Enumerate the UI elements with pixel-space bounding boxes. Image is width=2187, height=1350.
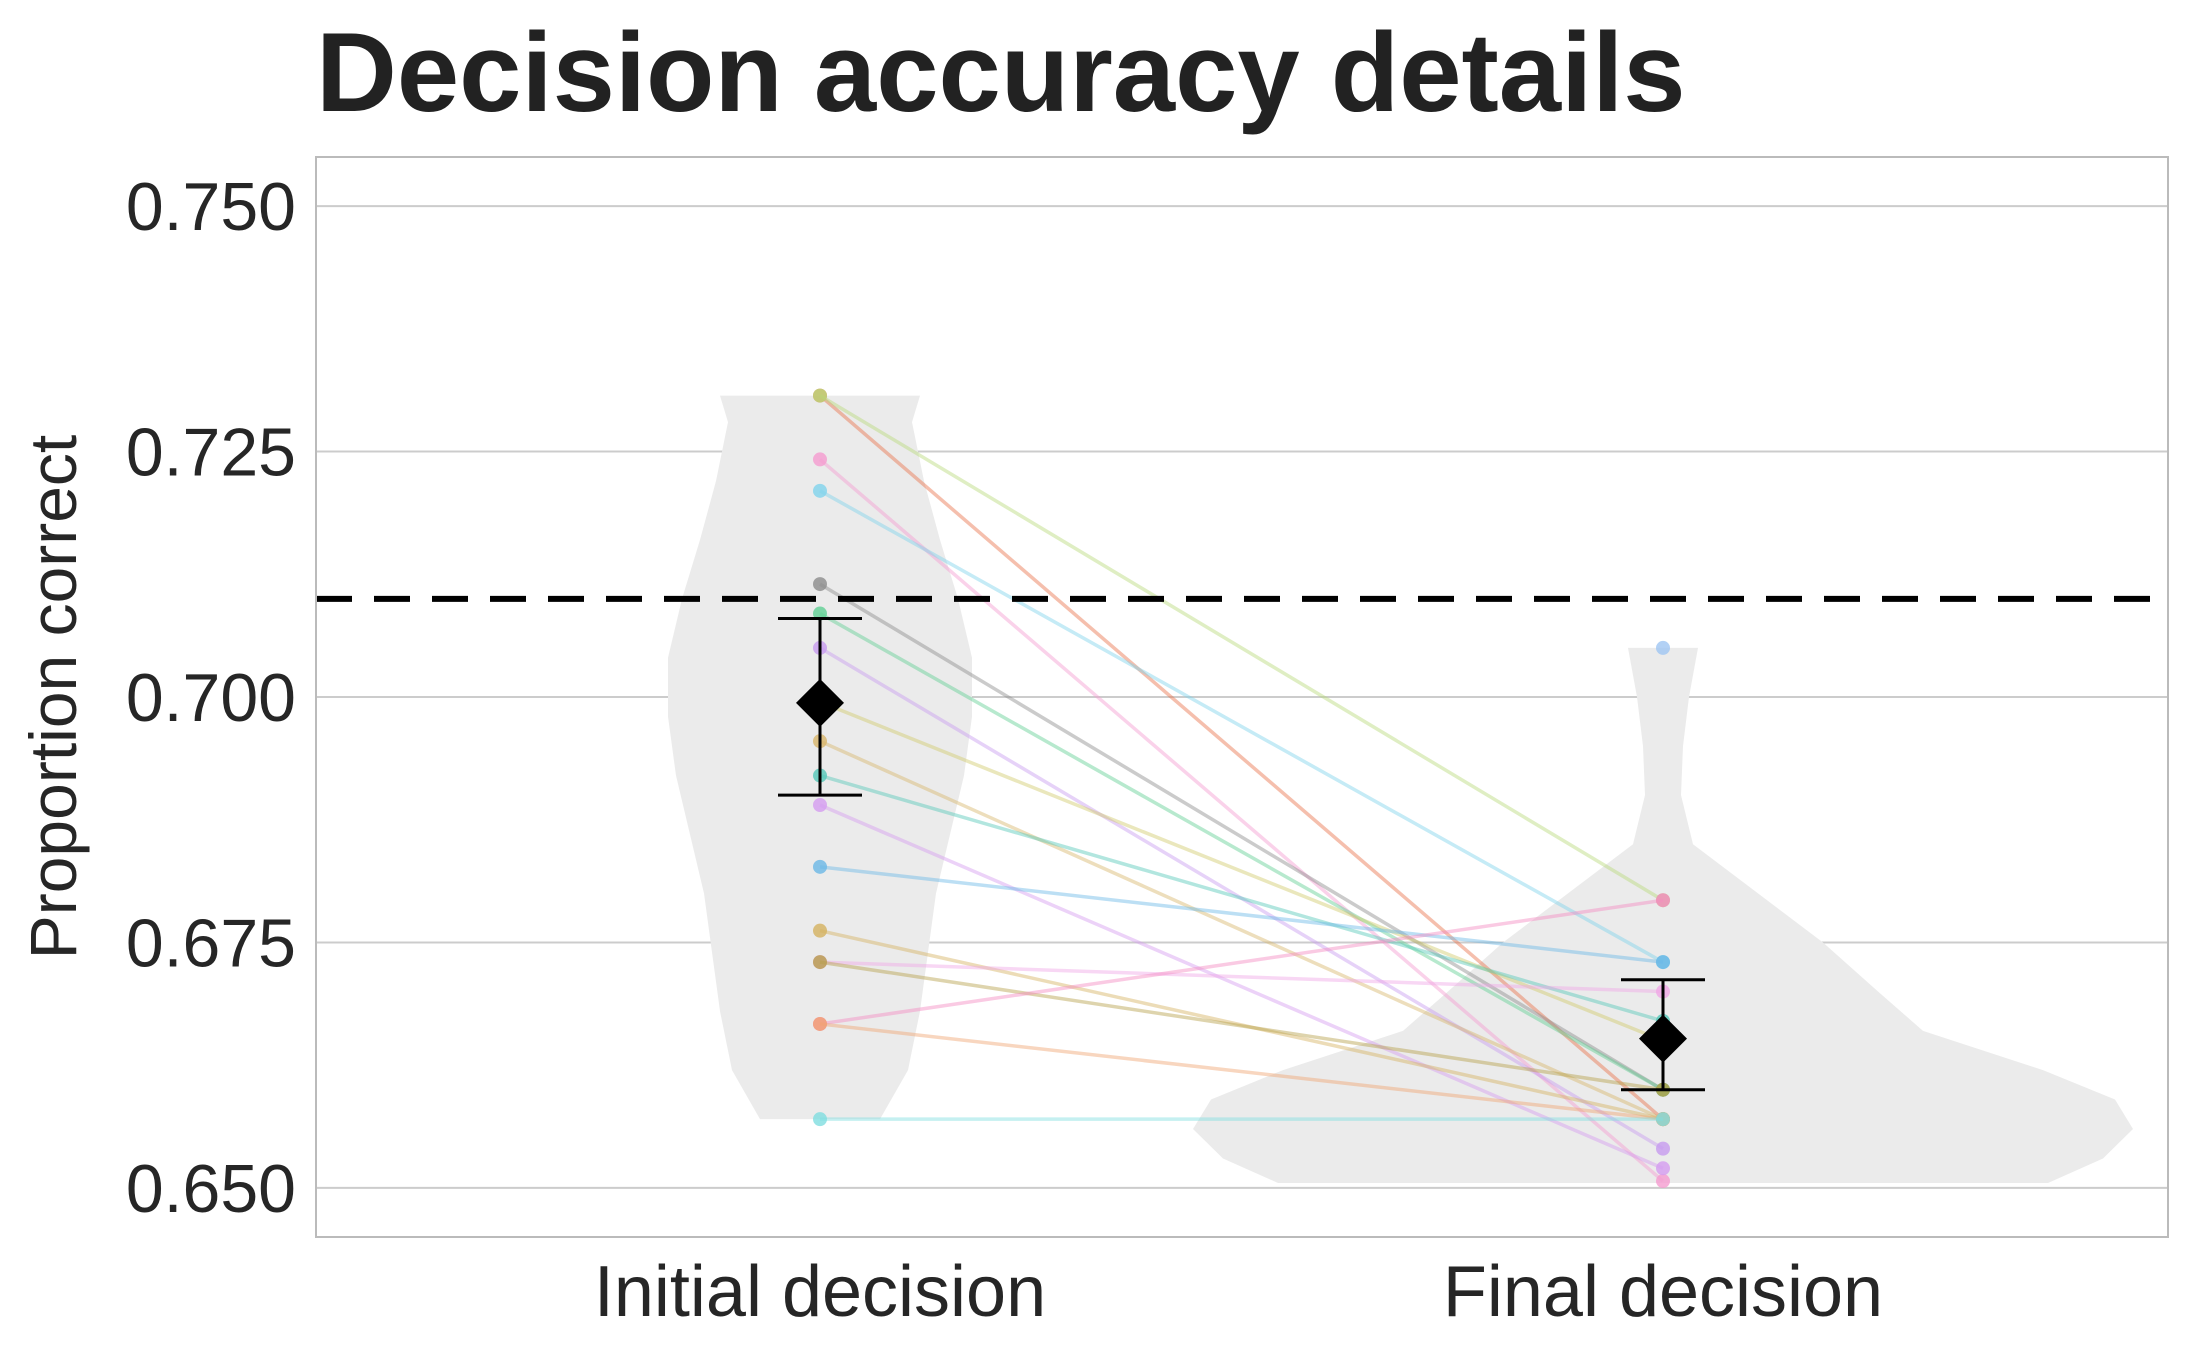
initial-point (813, 483, 827, 498)
participant-line (819, 739, 1664, 1121)
violin-final (1193, 647, 2133, 1183)
y-tick-label: 0.725 (126, 415, 296, 491)
participant-line (819, 700, 1664, 1043)
grid-layer (316, 205, 2168, 1189)
final-point (1656, 1161, 1670, 1176)
plot-frame-layer (315, 156, 2169, 1238)
initial-point (813, 388, 827, 403)
y-tick-label: 0.700 (126, 660, 296, 736)
participant-line (819, 928, 1664, 1121)
participant-line (819, 646, 1664, 1151)
participant-line (819, 960, 1664, 994)
participant-line (819, 960, 1664, 1092)
participant-line (818, 458, 1665, 1183)
y-tick-label: 0.650 (126, 1151, 296, 1227)
participant-line (819, 803, 1664, 1170)
mean-markers-layer (778, 616, 1705, 1092)
participant-line (819, 489, 1664, 964)
final-point (1656, 1112, 1670, 1127)
plot-frame (315, 156, 2169, 1238)
participant-line (819, 898, 1664, 1026)
initial-point (813, 577, 827, 592)
initial-point (813, 955, 827, 970)
initial-point (813, 859, 827, 874)
participant-line (818, 394, 1665, 1121)
participant-line (819, 394, 1664, 902)
y-tick-label: 0.675 (126, 905, 296, 981)
final-point (1656, 955, 1670, 970)
final-point (1656, 1141, 1670, 1156)
chart-title: Decision accuracy details (316, 10, 1686, 135)
final-point (1656, 640, 1670, 655)
x-category-label: Final decision (1443, 1252, 1883, 1332)
mean-marker (796, 678, 844, 727)
axis-labels-layer: 0.650 0.675 0.700 0.725 0.750 Initial decisio… (16, 169, 1883, 1332)
participant-line (819, 1022, 1664, 1121)
participant-line (819, 773, 1664, 1023)
participant-line (819, 865, 1664, 964)
paired-lines-layer (813, 388, 1670, 1189)
violin-layer (668, 395, 2133, 1183)
y-tick-label: 0.750 (126, 169, 296, 245)
participant-line (819, 582, 1664, 1092)
initial-point (813, 452, 827, 467)
participant-line (819, 612, 1664, 1092)
initial-point (813, 1016, 827, 1031)
initial-point (813, 1112, 827, 1127)
x-category-label: Initial decision (594, 1252, 1046, 1332)
final-point (1656, 893, 1670, 908)
mean-marker (1639, 1014, 1687, 1063)
initial-point (813, 798, 827, 812)
initial-point (813, 923, 827, 938)
y-axis-title: Proportion correct (16, 435, 90, 960)
final-point (1656, 1174, 1670, 1189)
